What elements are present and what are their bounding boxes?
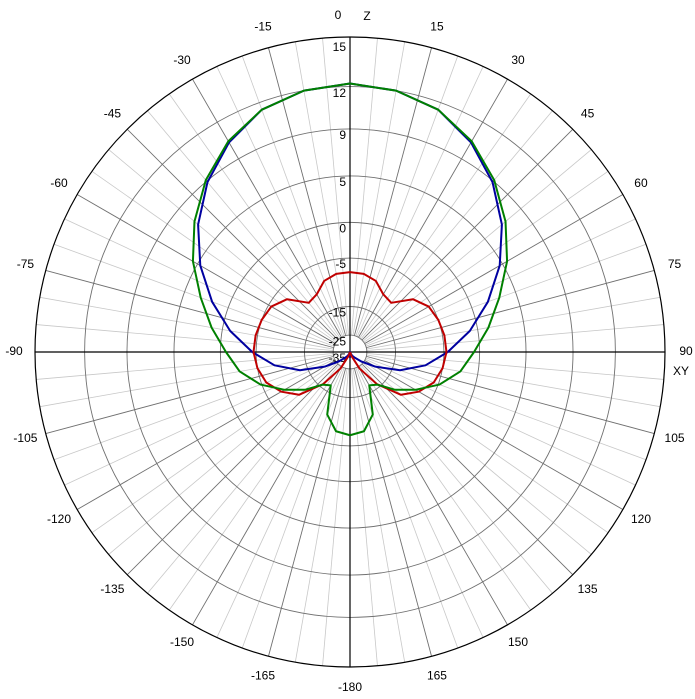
angle-tick-label: 60 (634, 176, 648, 190)
radial-tick-label: -5 (335, 257, 346, 271)
angle-tick-label: 150 (508, 635, 528, 649)
axis-label: XY (673, 364, 689, 378)
angle-tick-label: 135 (578, 582, 598, 596)
angle-tick-label: -30 (173, 53, 191, 67)
angle-tick-label: 45 (581, 107, 595, 121)
angle-tick-label: -120 (47, 512, 71, 526)
radial-tick-label: 0 (339, 222, 346, 236)
angle-tick-label: -60 (50, 176, 68, 190)
angle-tick-label: -75 (17, 257, 35, 271)
angle-tick-label: -90 (5, 344, 23, 358)
angle-tick-label: -135 (100, 582, 124, 596)
angle-tick-label: 0 (335, 8, 342, 22)
axis-label: Z (363, 9, 370, 23)
pattern-line (191, 82, 509, 437)
angle-tick-label: 90 (679, 344, 693, 358)
radial-tick-label: 5 (339, 175, 346, 189)
angle-tick-label: 120 (631, 512, 651, 526)
radial-tick-label: -35 (329, 351, 347, 365)
angle-tick-label: 75 (668, 257, 682, 271)
radial-tick-label: 12 (333, 86, 347, 100)
angle-tick-label: -105 (13, 431, 37, 445)
angle-tick-label: 165 (427, 669, 447, 683)
angle-tick-label: -150 (170, 635, 194, 649)
radial-tick-label: 9 (339, 128, 346, 142)
angle-tick-label: -180 (338, 680, 362, 694)
radial-tick-label: 15 (333, 40, 347, 54)
radial-tick-label: -15 (329, 306, 347, 320)
angle-tick-label: -15 (254, 20, 272, 34)
pattern-line (252, 271, 448, 396)
angle-tick-label: -165 (251, 669, 275, 683)
angle-tick-label: -45 (104, 107, 122, 121)
angle-tick-label: 15 (430, 20, 444, 34)
radial-tick-label: -25 (329, 334, 347, 348)
angle-tick-label: 30 (511, 53, 525, 67)
angle-tick-label: 105 (665, 431, 685, 445)
